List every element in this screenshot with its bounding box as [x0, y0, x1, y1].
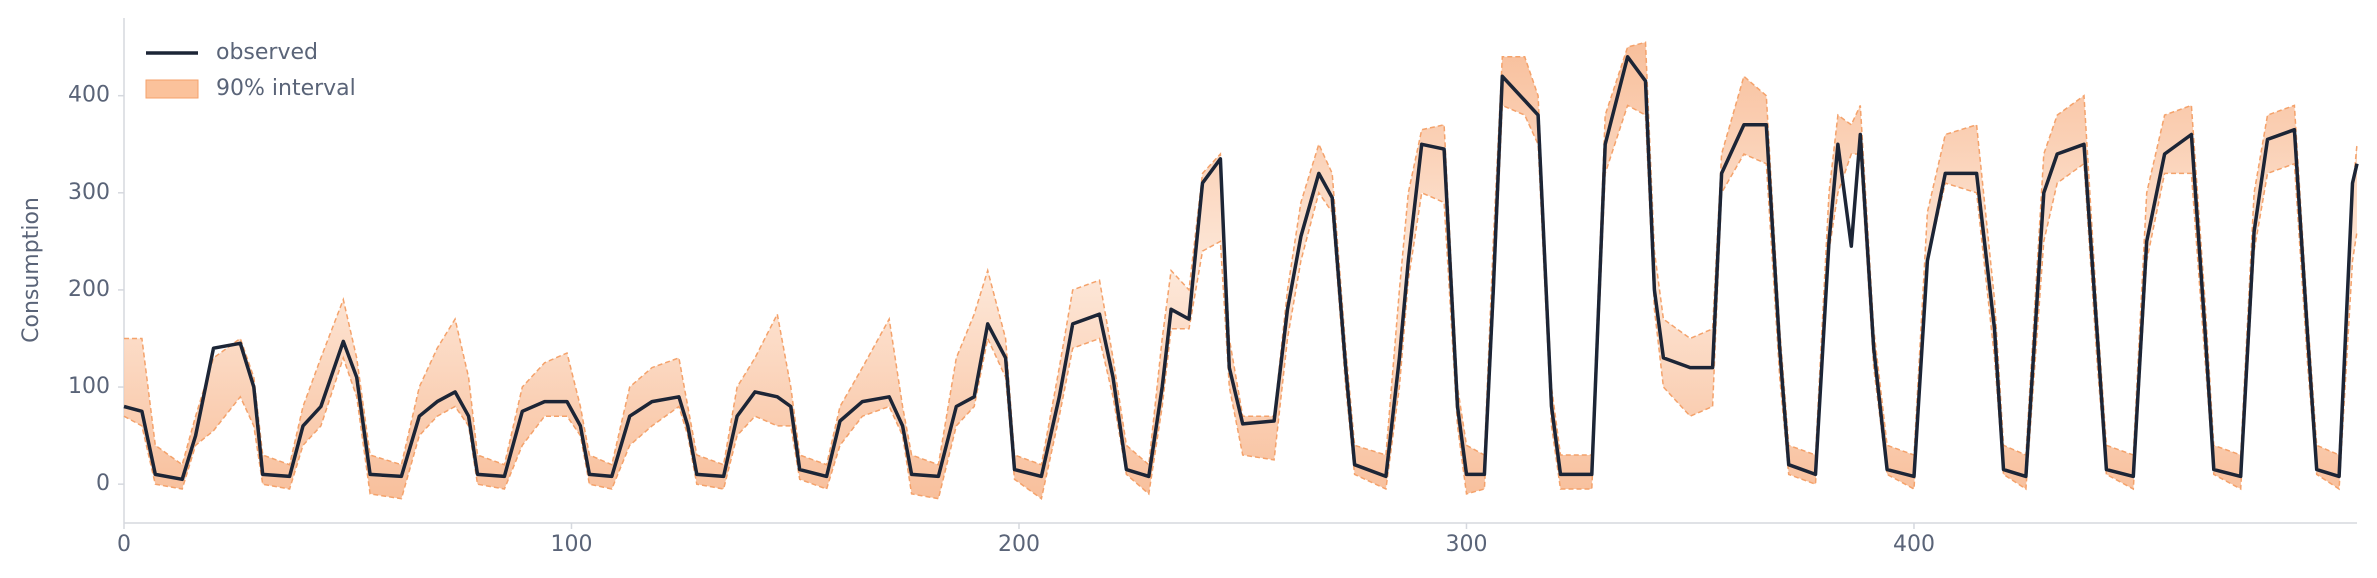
x-tick-label: 0 [117, 532, 131, 557]
observed-line [123, 55, 2359, 482]
y-tick-label: 300 [68, 180, 110, 205]
y-tick-label: 200 [68, 277, 110, 302]
y-tick-label: 400 [68, 83, 110, 108]
x-tick-label: 100 [550, 532, 592, 557]
x-tick-label: 300 [1445, 532, 1487, 557]
x-tick-label: 200 [998, 532, 1040, 557]
y-tick-label: 0 [96, 471, 110, 496]
interval-upper [124, 41, 2358, 467]
legend-label: observed [216, 40, 318, 65]
x-tick-label: 400 [1893, 532, 1935, 557]
interval-lower [123, 104, 2358, 500]
interval-band [124, 42, 2357, 499]
y-tick-label: 100 [68, 374, 110, 399]
legend-label: 90% interval [216, 76, 356, 101]
y-axis-label: Consumption [19, 197, 44, 343]
legend-patch [145, 79, 199, 99]
